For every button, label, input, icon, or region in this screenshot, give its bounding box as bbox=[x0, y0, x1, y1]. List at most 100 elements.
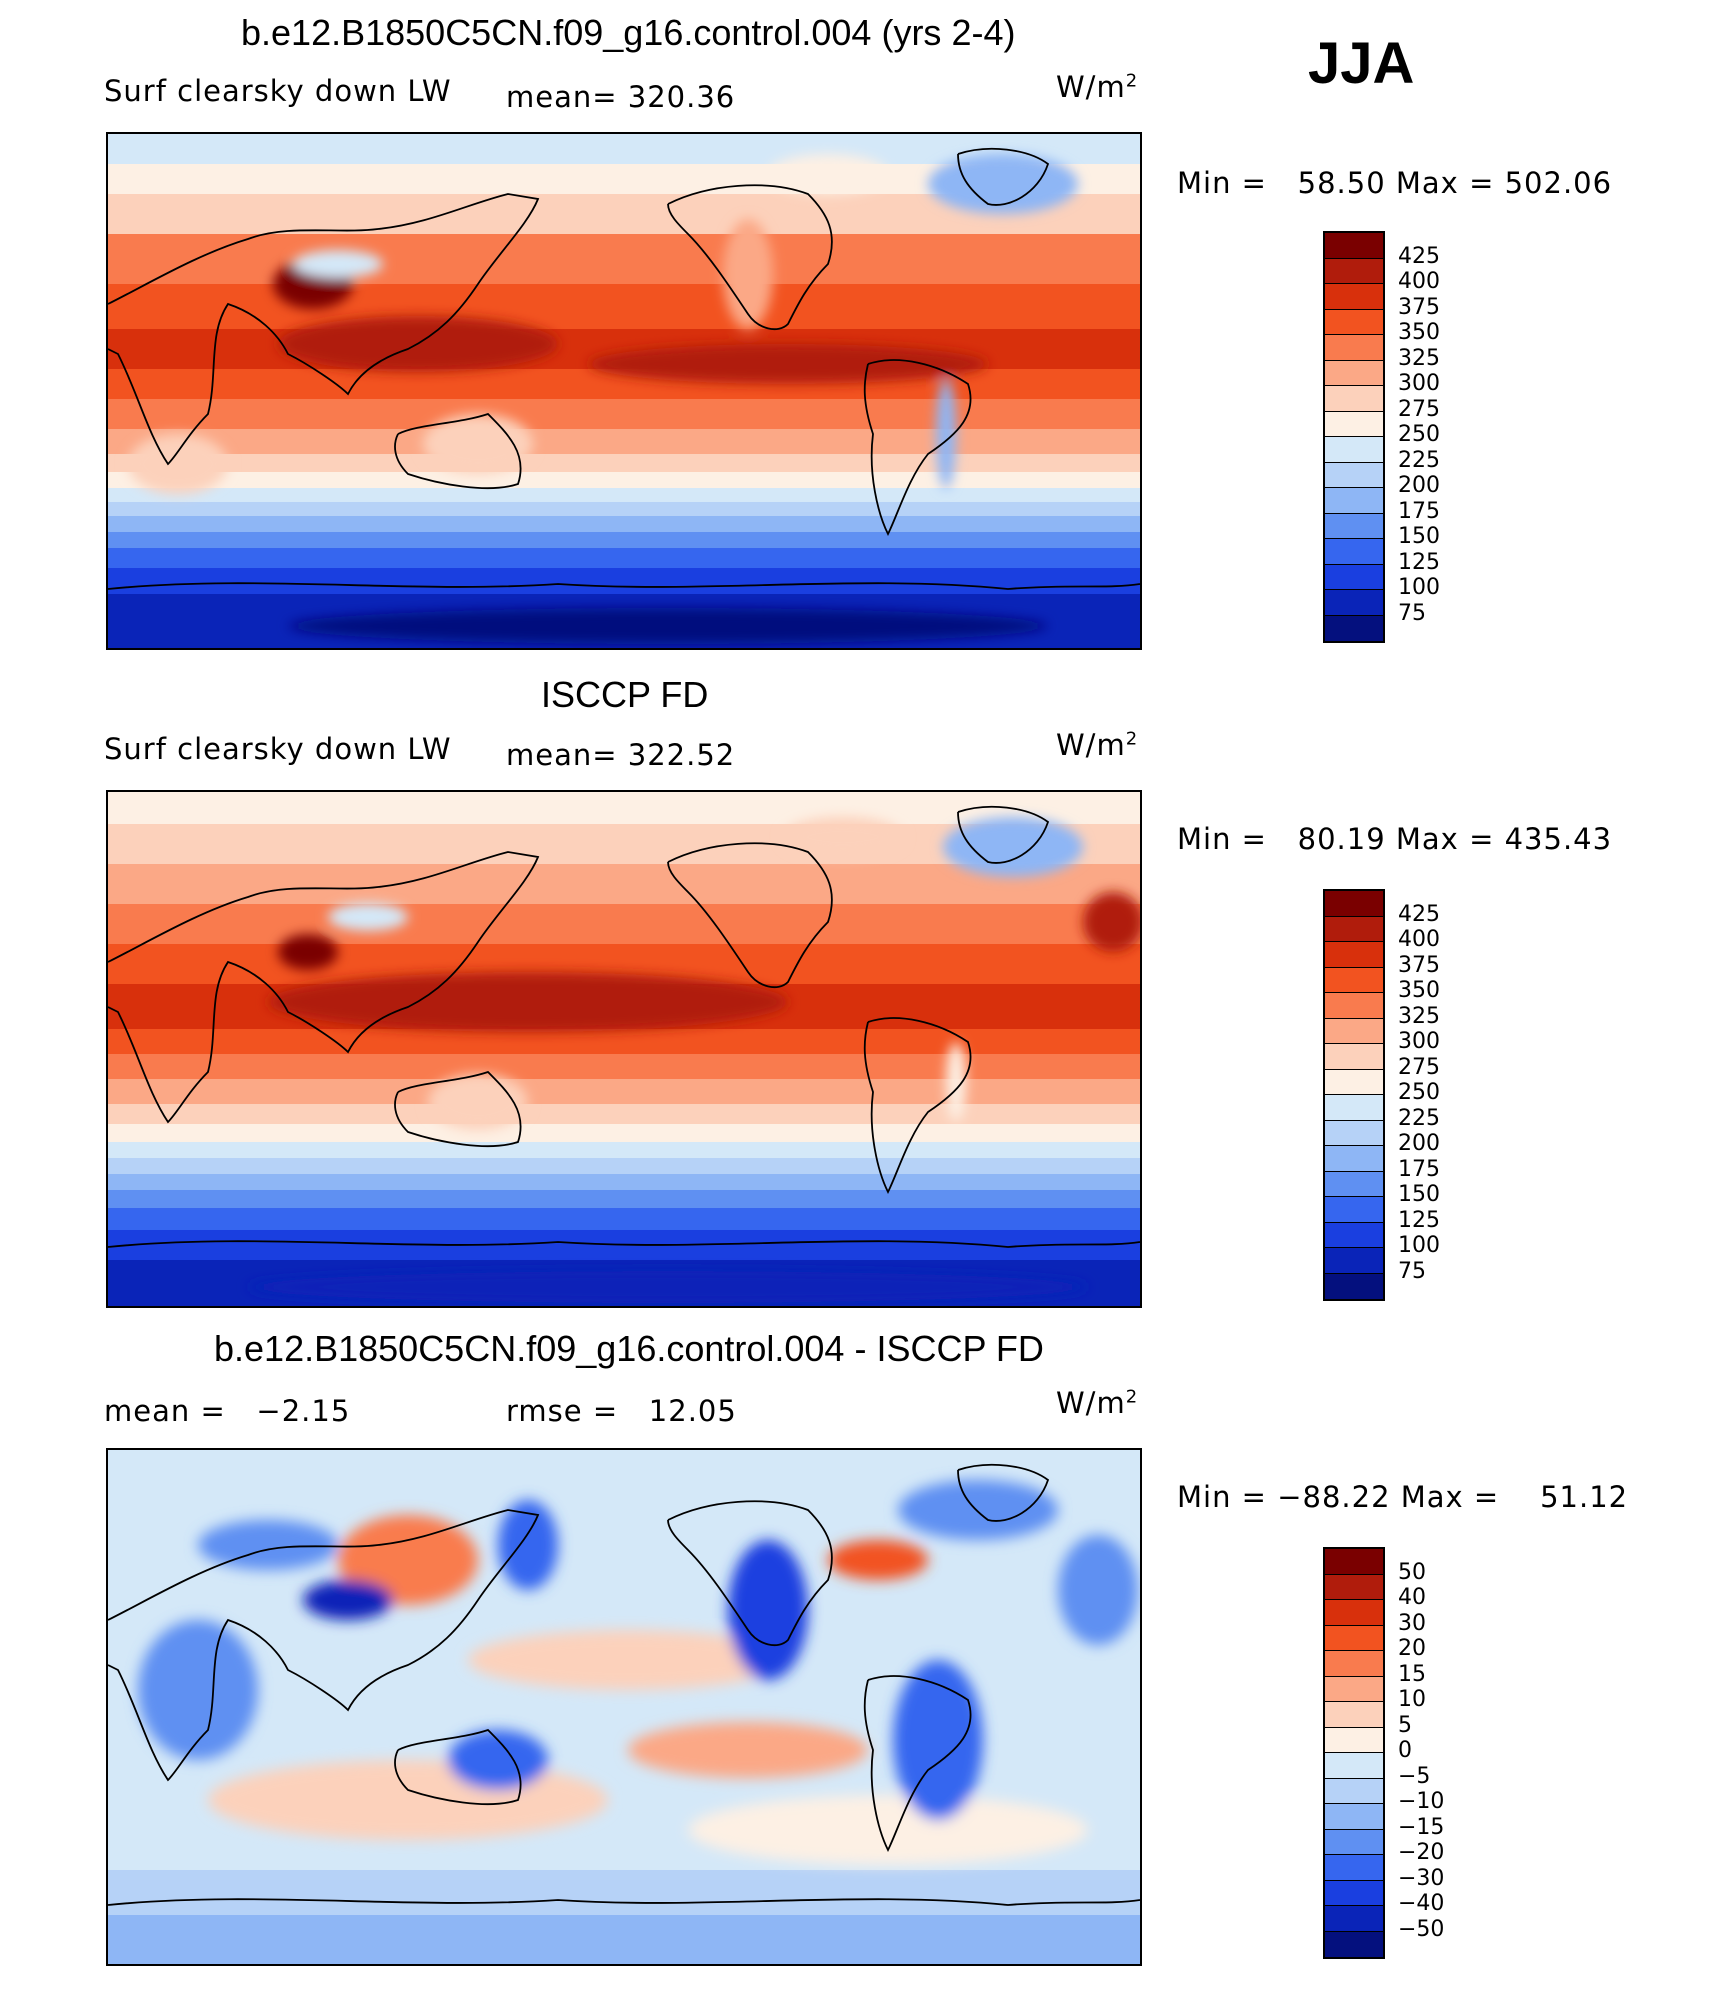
panel2-map-svg bbox=[108, 792, 1140, 1306]
colorbar-tick-label: −50 bbox=[1398, 1916, 1445, 1942]
panel2-mean: mean= 322.52 bbox=[506, 738, 735, 772]
colorbar-tick-label: 375 bbox=[1398, 294, 1440, 320]
antarctic bbox=[288, 608, 1048, 644]
north-america-coast bbox=[667, 1500, 833, 1647]
colorbar-segment bbox=[1325, 564, 1383, 590]
colorbar-tick-label: 15 bbox=[1398, 1661, 1426, 1687]
panel1-map-svg bbox=[108, 134, 1140, 648]
warm-anomaly bbox=[628, 1722, 868, 1778]
colorbar-tick-label: 30 bbox=[1398, 1610, 1426, 1636]
colorbar-tick-label: 250 bbox=[1398, 422, 1440, 447]
coastlines bbox=[108, 805, 1140, 1248]
colorbar-segment bbox=[1325, 1171, 1383, 1197]
band bbox=[108, 548, 1140, 568]
andes bbox=[936, 379, 956, 489]
panel1-units-sup: 2 bbox=[1125, 70, 1139, 92]
panel3-mean: mean = −2.15 bbox=[104, 1394, 350, 1428]
colorbar-segment bbox=[1325, 1273, 1383, 1299]
band bbox=[108, 1142, 1140, 1158]
colorbar-segment bbox=[1325, 1753, 1383, 1779]
colorbar-segment bbox=[1325, 1625, 1383, 1651]
colorbar-tick-label: 250 bbox=[1398, 1080, 1440, 1105]
colorbar-tick-label: 350 bbox=[1398, 978, 1440, 1003]
colorbar-tick-label: 350 bbox=[1398, 320, 1440, 345]
band bbox=[108, 1158, 1140, 1174]
band bbox=[108, 399, 1140, 429]
panel3-rmse: rmse = 12.05 bbox=[506, 1394, 737, 1428]
colorbar-tick-label: −10 bbox=[1398, 1789, 1445, 1814]
band bbox=[108, 1208, 1140, 1230]
panel3-min-label: Min = bbox=[1177, 1480, 1267, 1514]
band bbox=[108, 454, 1140, 472]
cold-anomaly bbox=[898, 1480, 1058, 1540]
australia bbox=[423, 414, 533, 474]
colorbar-segment bbox=[1325, 1906, 1383, 1932]
colorbar-tick-label: 100 bbox=[1398, 575, 1440, 600]
colorbar-tick-label: 20 bbox=[1398, 1636, 1426, 1661]
hotspot bbox=[278, 934, 338, 970]
colorbar-segment bbox=[1325, 993, 1383, 1019]
greenland-coast bbox=[957, 805, 1050, 864]
antarctic bbox=[248, 1271, 1088, 1303]
eurasia-africa-coast bbox=[108, 193, 540, 466]
colorbar-segment bbox=[1325, 1702, 1383, 1728]
colorbar-tick-label: 375 bbox=[1398, 952, 1440, 978]
colorbar-segment bbox=[1325, 1549, 1383, 1575]
panel1-max-value: 502.06 bbox=[1504, 166, 1613, 200]
colorbar-segment bbox=[1325, 1676, 1383, 1702]
colorbar-segment bbox=[1325, 1855, 1383, 1881]
colorbar-tick-label: 275 bbox=[1398, 1054, 1440, 1080]
north-america-coast bbox=[667, 184, 833, 331]
band bbox=[108, 234, 1140, 284]
cold-anomaly bbox=[1058, 1535, 1138, 1645]
panel2-max-value: 435.43 bbox=[1504, 822, 1613, 856]
panel1-minmax: Min = 58.50 Max = 502.06 bbox=[1177, 166, 1612, 200]
cold-anomaly bbox=[728, 1540, 808, 1680]
warm-anomaly bbox=[688, 1795, 1088, 1865]
band bbox=[108, 864, 1140, 904]
colorbar-segment bbox=[1325, 1600, 1383, 1626]
tibet-cold bbox=[328, 903, 408, 931]
band bbox=[108, 429, 1140, 454]
panel3-minmax: Min = −88.22 Max = 51.12 bbox=[1177, 1480, 1628, 1514]
colorbar-tick-label: 150 bbox=[1398, 524, 1440, 549]
cold-anomaly bbox=[303, 1580, 393, 1620]
colorbar-segment bbox=[1325, 1120, 1383, 1146]
tibet-cold bbox=[293, 250, 383, 278]
colorbar-segment bbox=[1325, 916, 1383, 942]
eurasia-africa-coast bbox=[108, 851, 540, 1124]
coastlines bbox=[108, 147, 1140, 590]
warm-anomaly bbox=[208, 1760, 608, 1840]
australia-coast bbox=[394, 1070, 522, 1148]
panel1-colorbar bbox=[1323, 231, 1385, 643]
colorbar-tick-label: 225 bbox=[1398, 1105, 1440, 1131]
antarctica-coast bbox=[108, 582, 1140, 590]
arctic-land bbox=[768, 154, 888, 194]
panel1-mean-label: mean= bbox=[506, 80, 618, 114]
colorbar-segment bbox=[1325, 1095, 1383, 1121]
cold-anomaly bbox=[498, 1500, 558, 1590]
colorbar-tick-label: 100 bbox=[1398, 1233, 1440, 1258]
band bbox=[108, 472, 1140, 488]
colorbar-tick-label: −30 bbox=[1398, 1865, 1445, 1891]
panel3-units-base: W/m bbox=[1056, 1386, 1126, 1420]
colorbar-segment bbox=[1325, 233, 1383, 259]
coastlines bbox=[108, 1463, 1140, 1906]
cold-anomaly bbox=[138, 1620, 258, 1760]
panel3-units: W/m2 bbox=[1056, 1386, 1138, 1420]
band bbox=[108, 516, 1140, 532]
band bbox=[108, 1915, 1140, 1964]
colorbar-segment bbox=[1325, 1778, 1383, 1804]
colorbar-segment bbox=[1325, 513, 1383, 539]
warm-pool bbox=[588, 344, 988, 384]
panel2-min-value: 80.19 bbox=[1297, 822, 1386, 856]
band bbox=[108, 502, 1140, 516]
colorbar-segment bbox=[1325, 437, 1383, 463]
colorbar-segment bbox=[1325, 1651, 1383, 1677]
north-america-coast bbox=[667, 842, 833, 989]
panel3-mean-value: −2.15 bbox=[256, 1394, 351, 1428]
cold-anomaly bbox=[893, 1660, 983, 1820]
panel3-mean-label: mean = bbox=[104, 1394, 226, 1428]
arctic-land bbox=[783, 817, 903, 857]
band bbox=[108, 1174, 1140, 1190]
